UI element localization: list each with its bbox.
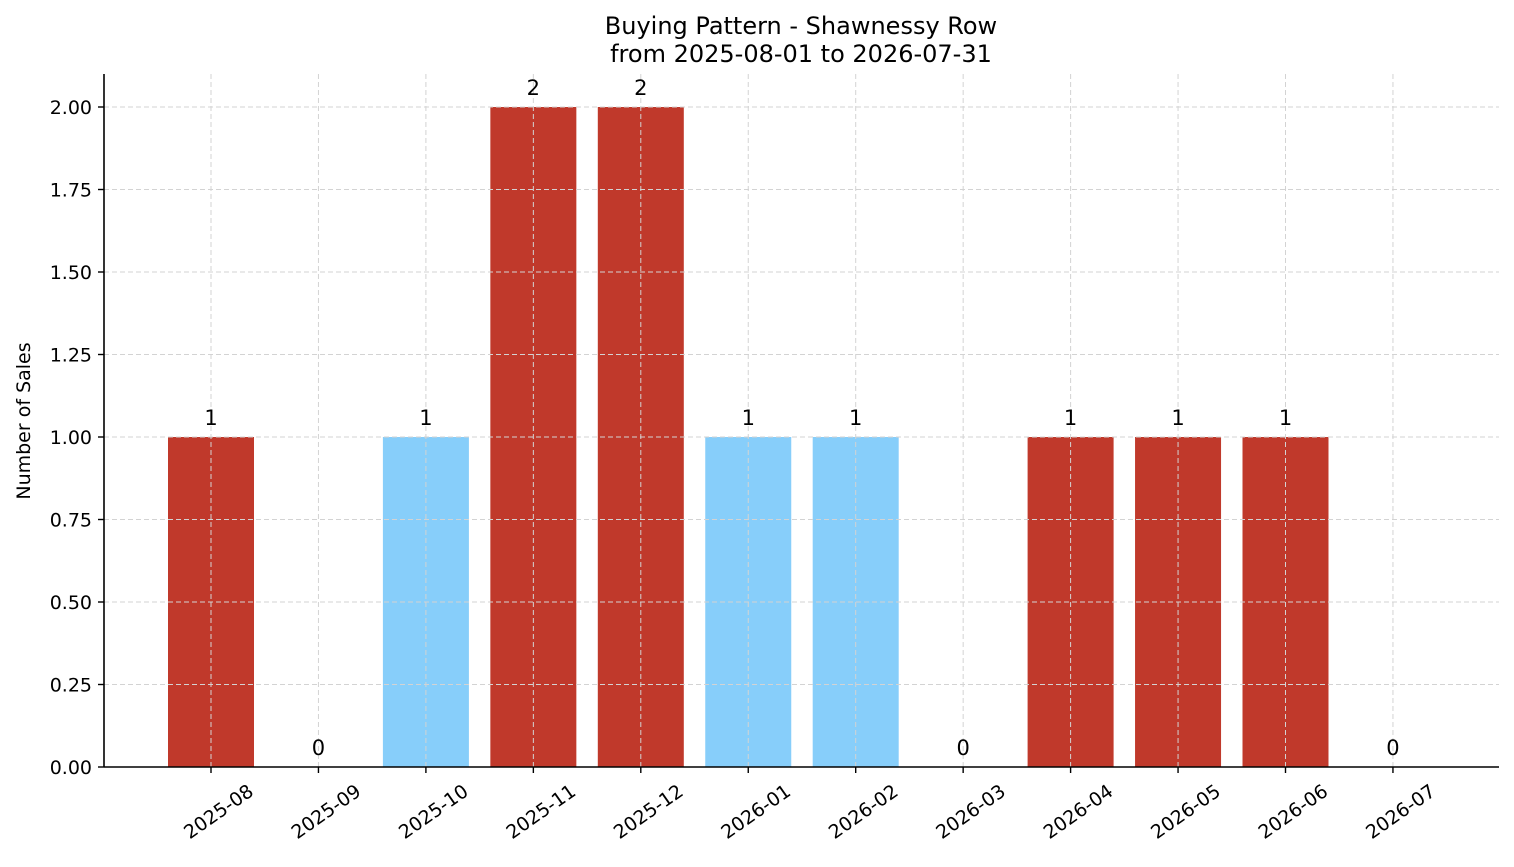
chart-title: Buying Pattern - Shawnessy Row [605, 12, 997, 40]
data-label: 1 [849, 406, 862, 430]
y-tick-label: 0.25 [50, 675, 92, 697]
x-tick-label: 2025-10 [395, 780, 473, 844]
x-tick-label: 2026-05 [1147, 780, 1225, 844]
y-tick-label: 0.50 [50, 592, 92, 614]
x-tick-label: 2026-03 [932, 780, 1010, 844]
chart-subtitle: from 2025-08-01 to 2026-07-31 [610, 40, 992, 68]
x-tick-label: 2025-12 [610, 780, 688, 844]
y-tick-label: 0.75 [50, 510, 92, 532]
y-tick-label: 1.75 [50, 180, 92, 202]
grid-layer [104, 74, 1499, 768]
y-tick-label: 1.50 [50, 262, 92, 284]
data-label: 0 [956, 736, 969, 760]
data-label: 0 [312, 736, 325, 760]
data-label: 1 [1064, 406, 1077, 430]
data-label: 1 [419, 406, 432, 430]
x-tick-label: 2026-06 [1255, 780, 1333, 844]
data-label: 2 [634, 76, 647, 100]
x-tick-label: 2025-11 [502, 780, 580, 844]
data-label: 1 [1171, 406, 1184, 430]
x-tick-label: 2026-01 [717, 780, 795, 844]
axis-layer [98, 74, 1499, 773]
x-tick-label: 2025-09 [287, 780, 365, 844]
data-label: 1 [742, 406, 755, 430]
x-tick-label: 2025-08 [180, 780, 258, 844]
x-tick-label: 2026-07 [1362, 780, 1440, 844]
x-tick-label: 2026-02 [825, 780, 903, 844]
data-label: 0 [1386, 736, 1399, 760]
y-tick-label: 1.25 [50, 345, 92, 367]
data-label: 2 [527, 76, 540, 100]
y-axis-label: Number of Sales [13, 342, 35, 499]
data-label: 1 [1279, 406, 1292, 430]
y-tick-label: 0.00 [50, 757, 92, 779]
x-tick-label: 2026-04 [1040, 780, 1118, 844]
y-tick-label: 1.00 [50, 427, 92, 449]
y-tick-label: 2.00 [50, 97, 92, 119]
data-label: 1 [204, 406, 217, 430]
